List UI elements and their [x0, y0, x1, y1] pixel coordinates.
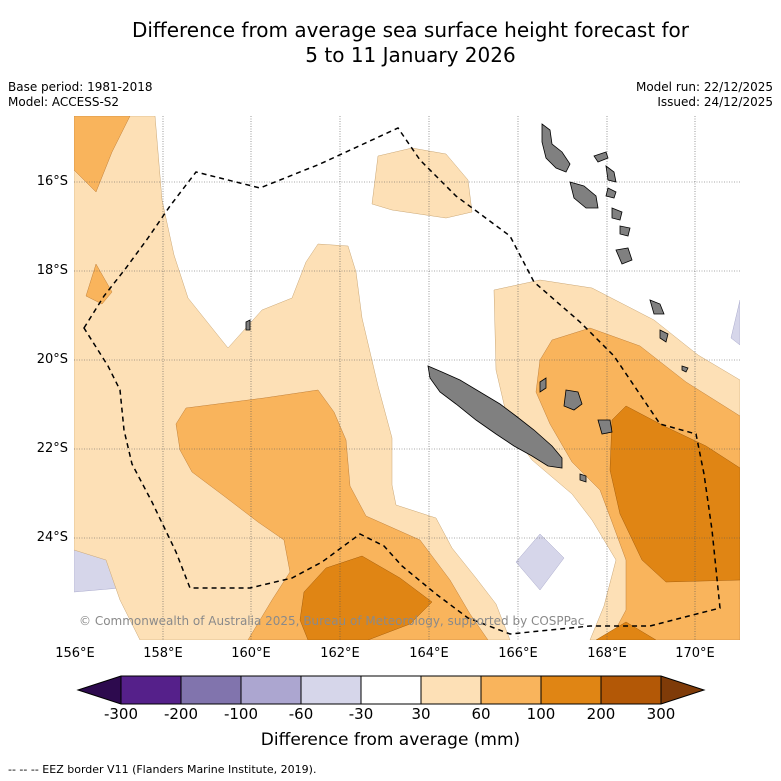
vanuatu-tanna: [615, 247, 633, 265]
anomaly-30-60-north: [371, 147, 473, 219]
title-line-1: Difference from average sea surface heig…: [131, 18, 690, 42]
colorbar-segment-9: [601, 676, 661, 704]
lon-label-160: 160°E: [231, 646, 271, 661]
colorbar-tick-9: 200: [586, 705, 616, 723]
lon-label-156: 156°E: [55, 646, 95, 661]
colorbar-tick-3: -100: [223, 705, 259, 723]
colorbar-tick-5: -30: [348, 705, 374, 723]
colorbar-segment-6: [421, 676, 481, 704]
vanuatu-island-small-2: [605, 165, 617, 183]
colorbar-segment-7: [481, 676, 541, 704]
negative-anomaly-east: [730, 299, 740, 346]
anomaly-30-60-west: [74, 116, 511, 640]
anomaly-60-100-northwest: [74, 116, 131, 193]
lon-label-166: 166°E: [498, 646, 538, 661]
lat-label-18s: 18°S: [36, 263, 68, 278]
colorbar-title: Difference from average (mm): [260, 730, 521, 750]
grid-lines: [74, 116, 740, 640]
model-text: Model: ACCESS-S2: [8, 95, 120, 109]
copyright-text: © Commonwealth of Australia 2025, Bureau…: [79, 614, 585, 628]
loyalty-island-ouvea: [539, 377, 547, 393]
vanuatu-malekula: [569, 181, 599, 209]
vanuatu-espiritu-santo: [541, 123, 571, 173]
colorbar-arrow-right: [661, 676, 704, 704]
colorbar-tick-1: -300: [103, 705, 139, 723]
eez-border-line: [83, 127, 721, 635]
lon-label-158: 158°E: [143, 646, 183, 661]
model-run-text: Model run: 22/12/2025: [635, 80, 773, 94]
lat-label-20s: 20°S: [36, 352, 68, 367]
colorbar-tick-8: 100: [526, 705, 556, 723]
matthew-island: [649, 299, 665, 315]
anomaly-60-100-central: [175, 389, 489, 640]
colorbar-arrow-left: [78, 676, 121, 704]
land-masses: [245, 123, 689, 483]
meta-right: Model run: 22/12/2025 Issued: 24/12/2025: [636, 80, 773, 110]
east-islet: [681, 365, 689, 373]
meta-left: Base period: 1981-2018 Model: ACCESS-S2: [8, 80, 153, 110]
loyalty-island-mare: [597, 419, 613, 435]
lat-label-22s: 22°S: [36, 441, 68, 456]
chesterfield-islet: [245, 319, 251, 331]
title-line-2: 5 to 11 January 2026: [305, 43, 516, 67]
lon-label-170: 170°E: [675, 646, 715, 661]
vanuatu-efate: [611, 207, 623, 221]
lon-label-162: 162°E: [320, 646, 360, 661]
lon-label-164: 164°E: [409, 646, 449, 661]
anomaly-100-200-central: [299, 555, 433, 640]
vanuatu-island-small-1: [593, 151, 609, 163]
isle-of-pines: [579, 473, 587, 483]
vanuatu-island-small-3: [605, 187, 617, 199]
negative-anomaly-center: [515, 533, 565, 591]
colorbar-segment-2: [181, 676, 241, 704]
colorbar-segment-4: [301, 676, 361, 704]
eez-footer-note: -- -- -- EEZ border V11 (Flanders Marine…: [8, 763, 317, 776]
colorbar-segment-3: [241, 676, 301, 704]
vanuatu-erromango: [619, 225, 631, 237]
hunter-island: [659, 329, 669, 343]
colorbar-tick-4: -60: [288, 705, 314, 723]
new-caledonia-island: [427, 365, 563, 469]
colorbar-tick-6: 30: [411, 705, 431, 723]
colorbar-segment-5: [361, 676, 421, 704]
issued-text: Issued: 24/12/2025: [657, 95, 773, 109]
chart-title: Difference from average sea surface heig…: [0, 18, 781, 68]
lat-label-16s: 16°S: [36, 174, 68, 189]
colorbar-segment-1: [121, 676, 181, 704]
lon-label-168: 168°E: [587, 646, 627, 661]
colorbar-tick-2: -200: [163, 705, 199, 723]
lat-label-24s: 24°S: [36, 530, 68, 545]
colorbar-tick-10: 300: [646, 705, 676, 723]
base-period-text: Base period: 1981-2018: [8, 80, 153, 94]
colorbar-tick-7: 60: [471, 705, 491, 723]
colorbar-segment-8: [541, 676, 601, 704]
anomaly-100-200-southeast: [595, 621, 657, 640]
loyalty-island-lifou: [563, 389, 583, 411]
colorbar-dividers: [120, 676, 662, 704]
map-area: [74, 116, 740, 640]
